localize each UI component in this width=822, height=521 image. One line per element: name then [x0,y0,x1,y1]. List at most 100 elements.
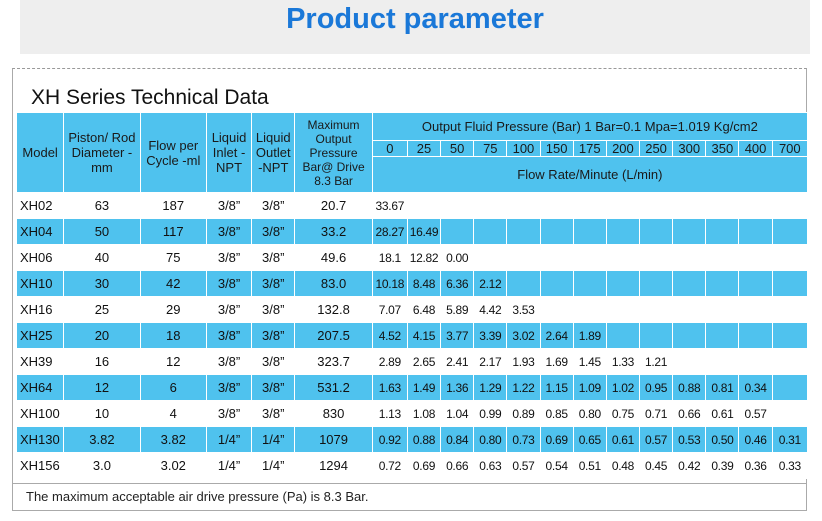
table-row: XH39 16 12 3/8” 3/8” 323.7 2.89 2.65 2.41 2.17 1.9… [15,348,809,375]
flow-rate-cell [672,296,707,323]
flow-rate-cell: 3.77 [440,322,475,349]
liquid-outlet-cell: 3/8” [251,296,296,323]
model-cell: XH06 [15,244,65,271]
flow-rate-cell [738,270,773,297]
pressure-header-cell: 700 [771,140,809,157]
header-flow-rate: Flow Rate/Minute (L/min) [371,156,809,193]
piston-diameter-cell: 50 [63,218,141,245]
flow-rate-cell [638,218,674,245]
flow-rate-cell [406,192,442,219]
pressure-header-cell: 300 [672,140,707,157]
table-row: XH10 30 42 3/8” 3/8” 83.0 10.18 8.48 6.36 2.12 [15,270,809,297]
table-row: XH04 50 117 3/8” 3/8” 33.2 28.27 16.49 [15,218,809,245]
flow-rate-cell [539,192,574,219]
flow-rate-cell [506,192,541,219]
flow-rate-cell: 0.85 [539,400,574,427]
piston-diameter-cell: 16 [63,348,141,375]
page-title: Product parameter [286,3,544,35]
flow-rate-cell [605,270,641,297]
flow-rate-cell: 4.42 [473,296,508,323]
liquid-inlet-cell: 3/8” [205,244,253,271]
flow-rate-cell [738,218,773,245]
flow-rate-cell: 0.84 [440,426,475,453]
table-row: XH64 12 6 3/8” 3/8” 531.2 1.63 1.49 1.36 1.29 1.22… [15,374,809,401]
liquid-inlet-cell: 3/8” [205,348,253,375]
flow-rate-cell: 2.89 [371,348,408,375]
flow-rate-cell [440,192,475,219]
pressure-header-row: 0 25 50 75 100 150 175 200 250 300 350 400 700 [17,140,809,157]
flow-per-cycle-cell: 29 [139,296,207,323]
technical-data-table: Model Piston/ Rod Diameter -mm Flow per … [15,112,809,479]
flow-per-cycle-cell: 6 [139,374,207,401]
flow-rate-cell: 5.89 [440,296,475,323]
flow-rate-cell: 1.29 [473,374,508,401]
liquid-inlet-cell: 3/8” [205,296,253,323]
flow-rate-cell: 0.69 [406,452,442,479]
flow-rate-cell [440,218,475,245]
liquid-inlet-cell: 3/8” [205,322,253,349]
header-liquid-outlet: Liquid Outlet -NPT [251,112,296,193]
flow-rate-cell: 0.99 [473,400,508,427]
flow-rate-cell: 0.63 [473,452,508,479]
flow-rate-cell: 1.08 [406,400,442,427]
piston-diameter-cell: 12 [63,374,141,401]
table-row: XH02 63 187 3/8” 3/8” 20.7 33.67 [15,192,809,219]
flow-rate-cell: 1.15 [539,374,574,401]
flow-rate-cell: 2.65 [406,348,442,375]
model-cell: XH100 [15,400,65,427]
flow-rate-cell: 1.45 [572,348,607,375]
flow-rate-cell: 0.53 [672,426,707,453]
flow-rate-cell: 1.04 [440,400,475,427]
pressure-header-cell: 200 [605,140,641,157]
flow-rate-cell: 1.63 [371,374,408,401]
flow-rate-cell: 0.36 [738,452,773,479]
flow-rate-cell: 0.46 [738,426,773,453]
flow-rate-cell: 2.64 [539,322,574,349]
flow-rate-cell [672,218,707,245]
flow-rate-cell: 0.72 [371,452,408,479]
max-pressure-cell: 1079 [294,426,373,453]
banner: Product parameter [20,0,810,54]
flow-rate-cell [672,192,707,219]
max-pressure-cell: 830 [294,400,373,427]
max-pressure-cell: 323.7 [294,348,373,375]
flow-rate-cell: 1.89 [572,322,607,349]
flow-rate-cell: 0.61 [705,400,740,427]
flow-rate-cell [638,296,674,323]
max-pressure-cell: 49.6 [294,244,373,271]
model-cell: XH16 [15,296,65,323]
flow-rate-cell: 4.15 [406,322,442,349]
table-row: XH156 3.0 3.02 1/4” 1/4” 1294 0.72 0.69 0.66 0.63… [15,452,809,479]
flow-rate-cell: 3.53 [506,296,541,323]
flow-rate-cell [771,296,809,323]
flow-rate-cell: 0.75 [605,400,641,427]
table-row: XH06 40 75 3/8” 3/8” 49.6 18.1 12.82 0.00 [15,244,809,271]
flow-rate-cell: 2.41 [440,348,475,375]
flow-per-cycle-cell: 18 [139,322,207,349]
header-flow-per-cycle: Flow per Cycle -ml [139,112,207,193]
flow-rate-cell [506,218,541,245]
flow-rate-cell [638,270,674,297]
liquid-outlet-cell: 3/8” [251,400,296,427]
flow-rate-cell [771,374,809,401]
flow-rate-cell [572,296,607,323]
flow-rate-cell [473,192,508,219]
flow-rate-cell: 1.49 [406,374,442,401]
flow-rate-cell: 0.88 [672,374,707,401]
flow-rate-cell [539,218,574,245]
flow-rate-cell [705,296,740,323]
flow-rate-cell: 0.66 [672,400,707,427]
flow-rate-cell: 0.31 [771,426,809,453]
table-row: XH100 10 4 3/8” 3/8” 830 1.13 1.08 1.04 0.99 0.89 0… [15,400,809,427]
table-row: XH16 25 29 3/8” 3/8” 132.8 7.07 6.48 5.89 4.42 3.5… [15,296,809,323]
flow-rate-cell [738,192,773,219]
flow-per-cycle-cell: 12 [139,348,207,375]
liquid-outlet-cell: 1/4” [251,452,296,479]
flow-rate-cell: 16.49 [406,218,442,245]
flow-rate-cell [638,322,674,349]
flow-rate-cell: 0.81 [705,374,740,401]
flow-rate-cell: 4.52 [371,322,408,349]
flow-per-cycle-cell: 117 [139,218,207,245]
liquid-inlet-cell: 1/4” [205,452,253,479]
flow-rate-cell [473,244,508,271]
